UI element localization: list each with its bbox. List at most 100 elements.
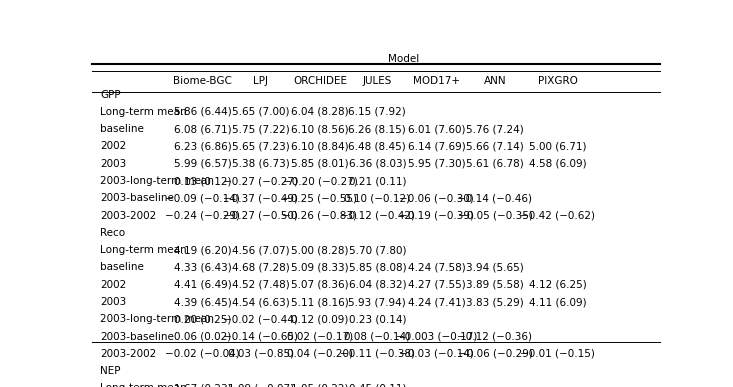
Text: 2003-long-term mean: 2003-long-term mean xyxy=(100,176,214,186)
Text: 0.04 (−0.20): 0.04 (−0.20) xyxy=(287,349,353,359)
Text: 2003-baseline: 2003-baseline xyxy=(100,194,174,203)
Text: 4.27 (7.55): 4.27 (7.55) xyxy=(408,280,465,290)
Text: 5.99 (6.57): 5.99 (6.57) xyxy=(174,159,232,169)
Text: 5.76 (7.24): 5.76 (7.24) xyxy=(466,124,524,134)
Text: 5.75 (7.22): 5.75 (7.22) xyxy=(232,124,290,134)
Text: 5.93 (7.94): 5.93 (7.94) xyxy=(348,297,406,307)
Text: baseline: baseline xyxy=(100,262,144,272)
Text: Biome-BGC: Biome-BGC xyxy=(173,76,232,86)
Text: 6.36 (8.03): 6.36 (8.03) xyxy=(349,159,406,169)
Text: 4.56 (7.07): 4.56 (7.07) xyxy=(232,245,290,255)
Text: −0.27 (−0.27): −0.27 (−0.27) xyxy=(224,176,298,186)
Text: 1.09 (−0.07): 1.09 (−0.07) xyxy=(228,384,294,387)
Text: 2003-2002: 2003-2002 xyxy=(100,211,156,221)
Text: 0.21 (0.11): 0.21 (0.11) xyxy=(349,176,406,186)
Text: 0.03 (−0.85): 0.03 (−0.85) xyxy=(228,349,294,359)
Text: −0.02 (−0.44): −0.02 (−0.44) xyxy=(224,314,298,324)
Text: 2003-long-term mean: 2003-long-term mean xyxy=(100,314,214,324)
Text: −0.02 (−0.04): −0.02 (−0.04) xyxy=(165,349,240,359)
Text: 4.52 (7.48): 4.52 (7.48) xyxy=(232,280,290,290)
Text: 5.86 (6.44): 5.86 (6.44) xyxy=(174,107,232,117)
Text: 5.65 (7.00): 5.65 (7.00) xyxy=(232,107,290,117)
Text: PIXGRO: PIXGRO xyxy=(537,76,578,86)
Text: −0.27 (−0.50): −0.27 (−0.50) xyxy=(224,211,298,221)
Text: 0.08 (−0.14): 0.08 (−0.14) xyxy=(345,332,410,342)
Text: 4.12 (6.25): 4.12 (6.25) xyxy=(528,280,586,290)
Text: 4.11 (6.09): 4.11 (6.09) xyxy=(528,297,586,307)
Text: −0.06 (−0.30): −0.06 (−0.30) xyxy=(399,194,474,203)
Text: NEP: NEP xyxy=(100,366,121,376)
Text: −0.09 (−0.14): −0.09 (−0.14) xyxy=(165,194,240,203)
Text: 4.41 (6.49): 4.41 (6.49) xyxy=(174,280,232,290)
Text: 0.13 (0.12): 0.13 (0.12) xyxy=(174,176,231,186)
Text: 4.24 (7.58): 4.24 (7.58) xyxy=(408,262,465,272)
Text: 4.39 (6.45): 4.39 (6.45) xyxy=(174,297,232,307)
Text: 6.04 (8.32): 6.04 (8.32) xyxy=(349,280,406,290)
Text: LPJ: LPJ xyxy=(254,76,268,86)
Text: baseline: baseline xyxy=(100,124,144,134)
Text: 6.01 (7.60): 6.01 (7.60) xyxy=(408,124,465,134)
Text: GPP: GPP xyxy=(100,90,121,99)
Text: 5.95 (7.30): 5.95 (7.30) xyxy=(408,159,465,169)
Text: 2002: 2002 xyxy=(100,280,126,290)
Text: −0.42 (−0.62): −0.42 (−0.62) xyxy=(520,211,595,221)
Text: 0.10 (−0.12): 0.10 (−0.12) xyxy=(345,194,410,203)
Text: 5.00 (6.71): 5.00 (6.71) xyxy=(528,142,586,151)
Text: −0.24 (−0.29): −0.24 (−0.29) xyxy=(165,211,240,221)
Text: 1.67 (0.23): 1.67 (0.23) xyxy=(174,384,231,387)
Text: 0.02 (−0.17): 0.02 (−0.17) xyxy=(287,332,353,342)
Text: 2003: 2003 xyxy=(100,159,126,169)
Text: −0.14 (−0.65): −0.14 (−0.65) xyxy=(224,332,298,342)
Text: 6.15 (7.92): 6.15 (7.92) xyxy=(348,107,406,117)
Text: 0.23 (0.14): 0.23 (0.14) xyxy=(349,314,406,324)
Text: 0.06 (0.02): 0.06 (0.02) xyxy=(174,332,231,342)
Text: −0.12 (−0.42): −0.12 (−0.42) xyxy=(340,211,415,221)
Text: −0.20 (−0.27): −0.20 (−0.27) xyxy=(282,176,358,186)
Text: −0.05 (−0.35): −0.05 (−0.35) xyxy=(457,211,532,221)
Text: 5.70 (7.80): 5.70 (7.80) xyxy=(349,245,406,255)
Text: 6.08 (6.71): 6.08 (6.71) xyxy=(174,124,231,134)
Text: 5.61 (6.78): 5.61 (6.78) xyxy=(466,159,524,169)
Text: 3.94 (5.65): 3.94 (5.65) xyxy=(466,262,524,272)
Text: 6.04 (8.28): 6.04 (8.28) xyxy=(291,107,349,117)
Text: −0.26 (−0.83): −0.26 (−0.83) xyxy=(282,211,358,221)
Text: 5.38 (6.73): 5.38 (6.73) xyxy=(232,159,290,169)
Text: Long-term mean: Long-term mean xyxy=(100,384,187,387)
Text: −0.01 (−0.15): −0.01 (−0.15) xyxy=(520,349,595,359)
Text: −0.37 (−0.49): −0.37 (−0.49) xyxy=(224,194,298,203)
Text: JULES: JULES xyxy=(363,76,392,86)
Text: −0.06 (−0.29): −0.06 (−0.29) xyxy=(457,349,532,359)
Text: 5.85 (8.08): 5.85 (8.08) xyxy=(349,262,406,272)
Text: 5.85 (8.01): 5.85 (8.01) xyxy=(291,159,349,169)
Text: 2003: 2003 xyxy=(100,297,126,307)
Text: 2002: 2002 xyxy=(100,142,126,151)
Text: −0.19 (−0.39): −0.19 (−0.39) xyxy=(399,211,474,221)
Text: 2003-baseline: 2003-baseline xyxy=(100,332,174,342)
Text: 5.11 (8.16): 5.11 (8.16) xyxy=(291,297,349,307)
Text: 5.07 (8.36): 5.07 (8.36) xyxy=(291,280,349,290)
Text: Reco: Reco xyxy=(100,228,125,238)
Text: 4.24 (7.41): 4.24 (7.41) xyxy=(408,297,465,307)
Text: −0.03 (−0.14): −0.03 (−0.14) xyxy=(399,349,474,359)
Text: −0.11 (−0.38): −0.11 (−0.38) xyxy=(340,349,415,359)
Text: 6.14 (7.69): 6.14 (7.69) xyxy=(408,142,465,151)
Text: −0.003 (−0.17): −0.003 (−0.17) xyxy=(396,332,477,342)
Text: 4.19 (6.20): 4.19 (6.20) xyxy=(174,245,231,255)
Text: 5.65 (7.23): 5.65 (7.23) xyxy=(232,142,290,151)
Text: 2003-2002: 2003-2002 xyxy=(100,349,156,359)
Text: 4.68 (7.28): 4.68 (7.28) xyxy=(232,262,290,272)
Text: 3.83 (5.29): 3.83 (5.29) xyxy=(466,297,524,307)
Text: −0.12 (−0.36): −0.12 (−0.36) xyxy=(457,332,532,342)
Text: Long-term mean: Long-term mean xyxy=(100,107,187,117)
Text: ANN: ANN xyxy=(484,76,507,86)
Text: −0.25 (−0.55): −0.25 (−0.55) xyxy=(282,194,358,203)
Text: 6.23 (6.86): 6.23 (6.86) xyxy=(174,142,232,151)
Text: MOD17+: MOD17+ xyxy=(413,76,460,86)
Text: ORCHIDEE: ORCHIDEE xyxy=(293,76,347,86)
Text: 4.58 (6.09): 4.58 (6.09) xyxy=(528,159,586,169)
Text: Long-term mean: Long-term mean xyxy=(100,245,187,255)
Text: 0.45 (0.11): 0.45 (0.11) xyxy=(349,384,406,387)
Text: 0.12 (0.09): 0.12 (0.09) xyxy=(291,314,349,324)
Text: Model: Model xyxy=(388,54,420,64)
Text: 0.20 (0.25): 0.20 (0.25) xyxy=(174,314,231,324)
